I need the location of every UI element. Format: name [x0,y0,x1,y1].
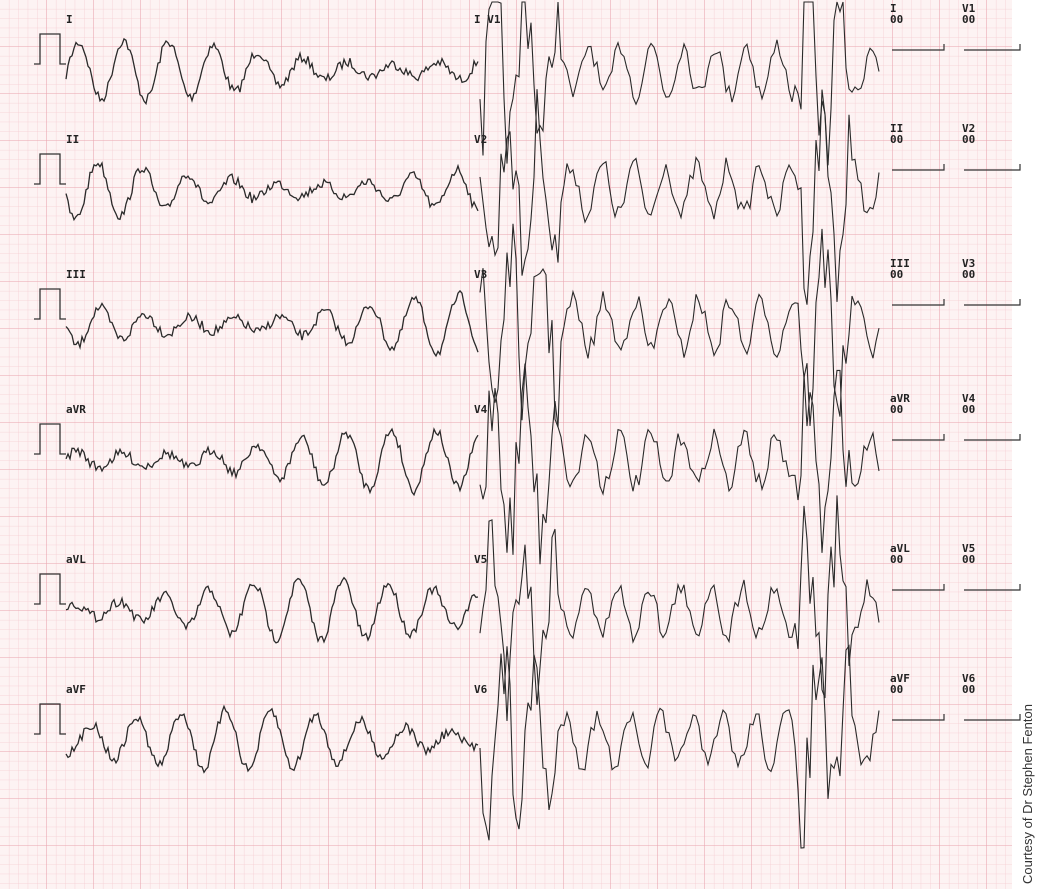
ecg-sheet: II V1I00V100IIV2II00V200IIIV3III00V300aV… [0,0,1047,889]
lead-label: I [66,13,73,26]
panel-value: 00 [962,553,975,566]
lead-label: I V1 [474,13,501,26]
lead-label: V2 [474,133,487,146]
credit: Courtesy of Dr Stephen Fenton [1020,704,1035,884]
panel-value: 00 [890,13,903,26]
panel-value: 00 [962,268,975,281]
panel-value: 00 [890,403,903,416]
panel-value: 00 [890,268,903,281]
panel-value: 00 [890,553,903,566]
lead-label: V4 [474,403,488,416]
page: II V1I00V100IIV2II00V200IIIV3III00V300aV… [0,0,1047,889]
panel-value: 00 [890,133,903,146]
lead-label: aVR [66,403,86,416]
lead-label: V5 [474,553,487,566]
lead-label: aVL [66,553,86,566]
lead-label: II [66,133,79,146]
panel-value: 00 [890,683,903,696]
lead-label: aVF [66,683,86,696]
lead-label: III [66,268,86,281]
lead-label: V6 [474,683,488,696]
panel-value: 00 [962,403,975,416]
lead-label: V3 [474,268,487,281]
panel-value: 00 [962,133,975,146]
panel-value: 00 [962,13,975,26]
panel-value: 00 [962,683,975,696]
